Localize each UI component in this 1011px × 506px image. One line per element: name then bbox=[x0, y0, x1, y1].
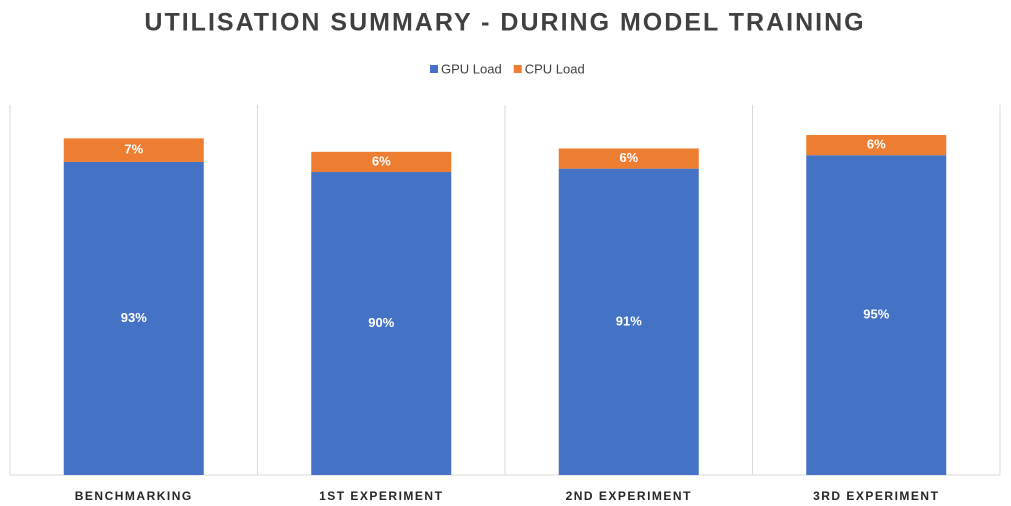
legend-swatch bbox=[430, 65, 438, 73]
legend-label: GPU Load bbox=[441, 61, 502, 76]
data-label: 90% bbox=[368, 315, 394, 330]
x-tick-label: 2ND EXPERIMENT bbox=[566, 489, 692, 503]
x-tick-label: 1ST EXPERIMENT bbox=[319, 489, 443, 503]
data-label: 6% bbox=[372, 153, 391, 168]
bar-segment bbox=[63, 161, 204, 475]
data-label: 7% bbox=[124, 142, 143, 157]
data-label: 93% bbox=[121, 310, 147, 325]
data-label: 91% bbox=[616, 313, 642, 328]
legend-label: CPU Load bbox=[525, 61, 585, 76]
x-tick-label: 3RD EXPERIMENT bbox=[813, 489, 939, 503]
legend-swatch bbox=[513, 65, 522, 73]
x-tick-label: BENCHMARKING bbox=[75, 489, 193, 503]
bar-segment bbox=[558, 148, 699, 169]
data-label: 6% bbox=[619, 150, 638, 165]
bar-segment bbox=[806, 135, 947, 156]
bar-segment bbox=[558, 168, 699, 475]
chart-title: UTILISATION SUMMARY - DURING MODEL TRAIN… bbox=[144, 9, 865, 37]
bar-segment bbox=[311, 151, 452, 173]
data-label: 95% bbox=[863, 307, 889, 322]
bar-segment bbox=[63, 138, 204, 162]
data-label: 6% bbox=[867, 137, 886, 152]
bar-segment bbox=[806, 155, 947, 476]
bar-segment bbox=[311, 172, 452, 475]
